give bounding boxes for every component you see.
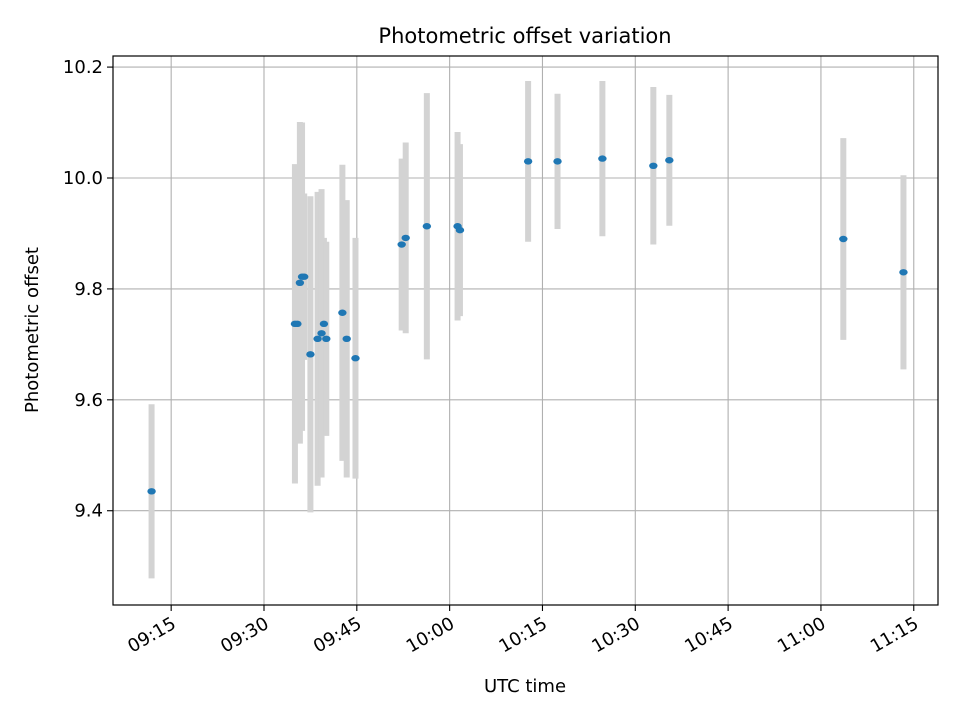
data-point <box>649 162 658 169</box>
y-tick-label: 10.0 <box>63 168 103 189</box>
y-tick-label: 9.8 <box>74 279 103 300</box>
data-point <box>839 235 848 243</box>
data-point <box>293 320 302 328</box>
data-point <box>665 157 674 164</box>
data-points <box>147 155 908 495</box>
data-point <box>147 488 156 495</box>
data-point <box>313 335 322 343</box>
data-point <box>319 320 329 328</box>
y-axis-label: Photometric offset <box>22 247 43 413</box>
data-point <box>342 335 351 343</box>
x-axis-label: UTC time <box>484 676 566 697</box>
chart-title: Photometric offset variation <box>378 24 671 48</box>
data-point <box>598 155 607 162</box>
data-point <box>455 226 465 234</box>
data-point <box>553 158 562 165</box>
data-point <box>523 158 533 165</box>
y-tick-label: 9.6 <box>74 390 103 411</box>
data-point <box>300 273 309 280</box>
data-point <box>899 269 908 276</box>
data-point <box>317 330 326 337</box>
data-point <box>322 335 331 343</box>
data-point <box>306 351 315 358</box>
data-point <box>397 241 406 248</box>
plot-frame <box>112 55 939 606</box>
y-tick-label: 10.2 <box>63 57 103 78</box>
data-point <box>422 223 432 230</box>
data-point <box>338 309 347 316</box>
y-axis-ticks: 9.4 9.6 9.8 10.0 10.2 <box>63 57 113 522</box>
data-point <box>401 234 410 242</box>
data-point <box>295 279 305 287</box>
y-tick-label: 9.4 <box>74 501 103 522</box>
data-point <box>351 355 360 362</box>
